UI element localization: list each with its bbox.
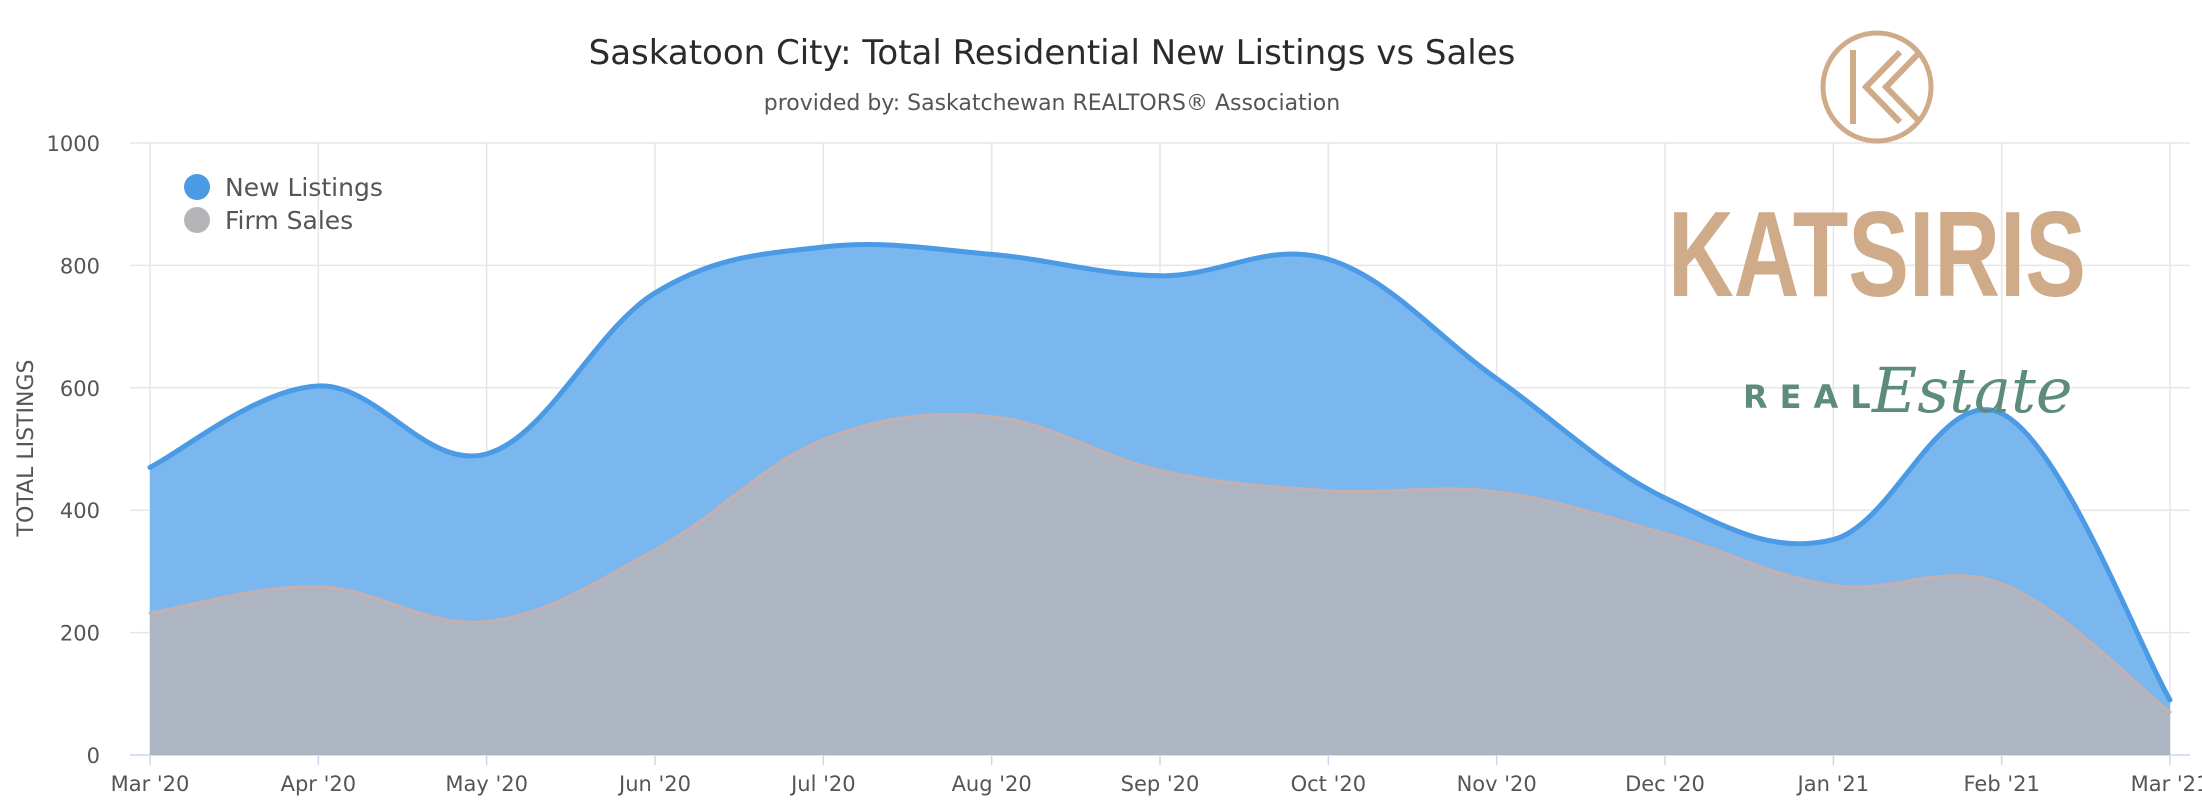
legend-marker-firm-sales — [184, 207, 210, 233]
x-tick-label: Mar '21 — [2131, 772, 2202, 796]
logo-estate-text: Estate — [1871, 354, 2073, 427]
data-point-firm-sales[interactable] — [2167, 709, 2173, 715]
data-point-firm-sales[interactable] — [1494, 489, 1500, 495]
plot-area — [147, 242, 2173, 755]
data-point-firm-sales[interactable] — [1157, 467, 1163, 473]
data-point-new-listings[interactable] — [484, 451, 490, 457]
data-point-new-listings[interactable] — [652, 290, 658, 296]
x-tick-label: Sep '20 — [1121, 772, 1200, 796]
data-point-firm-sales[interactable] — [989, 414, 995, 420]
x-tick-label: Apr '20 — [281, 772, 357, 796]
data-point-new-listings[interactable] — [1494, 376, 1500, 382]
y-tick-label: 0 — [87, 744, 100, 768]
x-tick-label: Feb '21 — [1963, 772, 2039, 796]
y-tick-label: 800 — [60, 254, 100, 278]
series-line-firm-sales — [148, 413, 2172, 714]
x-tick-label: Jun '20 — [617, 772, 691, 796]
data-point-firm-sales[interactable] — [147, 610, 153, 616]
data-point-new-listings[interactable] — [2167, 697, 2173, 703]
x-tick-label: Jul '20 — [789, 772, 856, 796]
data-point-firm-sales[interactable] — [652, 547, 658, 553]
legend-item-firm-sales[interactable]: Firm Sales — [184, 206, 353, 235]
data-point-new-listings[interactable] — [820, 244, 826, 250]
x-axis: Mar '20 Apr '20 May '20 Jun '20 Jul '20 Aug '… — [111, 755, 2202, 796]
katsiris-emblem-icon — [1820, 30, 1934, 144]
data-point-firm-sales[interactable] — [1325, 488, 1331, 494]
data-point-new-listings[interactable] — [1157, 273, 1163, 279]
data-point-new-listings[interactable] — [1325, 256, 1331, 262]
data-point-firm-sales[interactable] — [820, 437, 826, 443]
x-tick-label: Nov '20 — [1457, 772, 1537, 796]
y-tick-label: 600 — [60, 377, 100, 401]
chart-subtitle: provided by: Saskatchewan REALTORS® Asso… — [764, 91, 1340, 116]
y-axis: 0 200 400 600 800 1000 — [47, 132, 100, 768]
y-tick-label: 200 — [60, 622, 100, 646]
data-point-new-listings[interactable] — [147, 464, 153, 470]
series-line-new-listings — [147, 242, 2173, 703]
data-point-new-listings[interactable] — [1830, 537, 1836, 543]
logo-real-text: REAL — [1743, 378, 1883, 416]
x-tick-label: Jan '21 — [1796, 772, 1870, 796]
logo: KATSIRIS REAL Estate — [1668, 30, 2086, 427]
legend-item-new-listings[interactable]: New Listings — [184, 173, 383, 202]
chart-title: Saskatoon City: Total Residential New Li… — [589, 33, 1516, 73]
data-point-new-listings[interactable] — [989, 251, 995, 257]
data-point-firm-sales[interactable] — [1999, 581, 2005, 587]
series-area-firm-sales — [150, 414, 2170, 755]
x-tick-label: Dec '20 — [1625, 772, 1705, 796]
y-tick-label: 1000 — [47, 132, 100, 156]
data-point-new-listings[interactable] — [1662, 495, 1668, 501]
data-point-firm-sales[interactable] — [484, 619, 490, 625]
data-point-firm-sales[interactable] — [1830, 582, 1836, 588]
y-axis-title: TOTAL LISTINGS — [14, 360, 39, 538]
logo-brand-text: KATSIRIS — [1668, 186, 2086, 322]
x-tick-label: Mar '20 — [111, 772, 190, 796]
x-tick-label: Oct '20 — [1291, 772, 1366, 796]
legend-label-new-listings: New Listings — [225, 173, 383, 202]
legend-marker-new-listings — [184, 174, 210, 200]
data-point-firm-sales[interactable] — [1662, 530, 1668, 536]
legend[interactable]: New Listings Firm Sales — [184, 173, 383, 235]
legend-label-firm-sales: Firm Sales — [225, 206, 353, 235]
y-tick-label: 400 — [60, 499, 100, 523]
x-tick-label: May '20 — [445, 772, 528, 796]
data-point-new-listings[interactable] — [315, 383, 321, 389]
x-tick-label: Aug '20 — [952, 772, 1032, 796]
data-point-firm-sales[interactable] — [315, 584, 321, 590]
